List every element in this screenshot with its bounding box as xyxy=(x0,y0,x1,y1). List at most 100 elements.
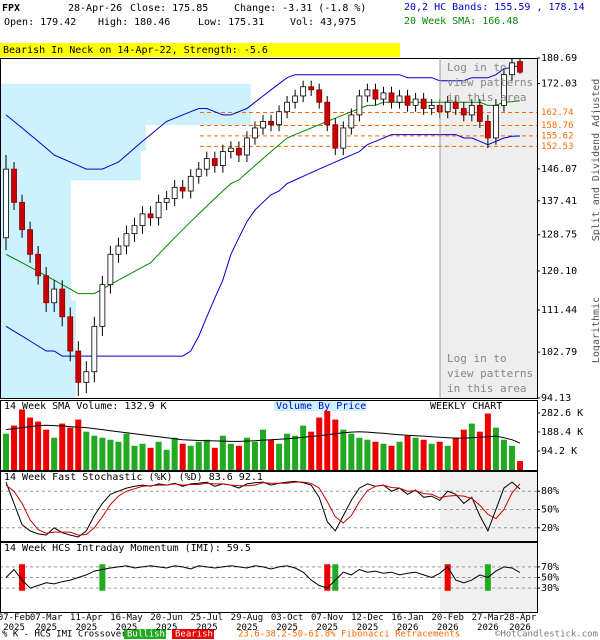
volume-bar xyxy=(380,443,387,470)
candle-body xyxy=(380,92,387,100)
volume-bar xyxy=(211,447,218,470)
legend-sma: 20 Week SMA: 166.48 xyxy=(404,16,518,27)
bullish-label: Bullish xyxy=(127,630,165,640)
volume-bar xyxy=(308,431,315,470)
volume-title: 14 Week SMA Volume: 132.9 K xyxy=(4,401,167,412)
volume-bar xyxy=(243,437,250,470)
candle-body xyxy=(163,198,170,203)
volume-bar xyxy=(11,425,18,470)
high: High: 180.46 xyxy=(98,17,170,28)
candle-body xyxy=(203,158,210,170)
candle-body xyxy=(476,104,483,122)
volume-bar xyxy=(163,449,170,470)
copyright: ©HotCandlestick.com xyxy=(495,630,598,640)
volume-bar xyxy=(468,423,475,470)
volume-bar xyxy=(187,445,194,470)
bullish-swatch xyxy=(124,629,166,639)
volume-bar xyxy=(452,437,459,470)
volume-bar xyxy=(251,441,258,470)
volume-bar xyxy=(444,445,451,470)
y-tick-label: 80% xyxy=(541,486,559,497)
y-tick-label: 137.41 xyxy=(541,196,577,207)
y-tick-label: 50% xyxy=(541,505,559,516)
fibonacci-legend: 23.6-38.2-50-61.8% Fibonacci Retracement… xyxy=(238,630,460,640)
candle-body xyxy=(227,147,234,152)
volume-bar xyxy=(340,429,347,470)
y-tick-label: 70% xyxy=(541,562,559,573)
y-tick-label: 120.10 xyxy=(541,266,577,277)
series-line xyxy=(5,481,521,536)
candle-body xyxy=(284,101,290,113)
volume-bar xyxy=(107,439,114,470)
series-line xyxy=(5,64,521,170)
bearish-signal xyxy=(19,564,26,591)
candle-body xyxy=(139,213,146,227)
candle-body xyxy=(236,147,242,156)
x-tick-label: 25-Jul 2025 xyxy=(191,613,224,633)
series-line xyxy=(5,480,521,538)
candle-body xyxy=(493,104,499,139)
candle-body xyxy=(388,92,395,103)
candle-body xyxy=(332,124,339,149)
y-tick-label: 172.03 xyxy=(541,79,577,90)
volume-bar xyxy=(219,435,226,470)
fibonacci-label: 152.53 xyxy=(541,142,574,152)
candle-body xyxy=(155,201,162,219)
volume-bar xyxy=(35,421,42,470)
imi-title: 14 Week HCS Intraday Momentum (IMI): 59.… xyxy=(4,543,251,554)
pattern-area xyxy=(440,58,537,398)
candle-body xyxy=(460,108,467,116)
y-tick-label: 180.69 xyxy=(541,53,577,64)
candle-body xyxy=(59,288,66,318)
volume-bar xyxy=(517,461,523,470)
candle-body xyxy=(276,111,282,126)
candle-body xyxy=(123,233,130,247)
candle-body xyxy=(51,288,58,304)
candle-body xyxy=(484,121,491,139)
volume-by-price-bar xyxy=(1,125,146,151)
candle-body xyxy=(195,168,202,177)
volume-bar xyxy=(396,441,403,470)
fibonacci-label: 162.74 xyxy=(541,108,574,118)
volume-bar xyxy=(203,439,210,470)
y-tick-label: 188.4 K xyxy=(541,427,583,438)
volume-sma xyxy=(5,424,521,444)
candle-body xyxy=(131,225,138,235)
candle-body xyxy=(179,186,186,192)
x-tick-label: 20-Jun 2025 xyxy=(150,613,183,633)
y-tick-label: 128.75 xyxy=(541,230,577,241)
y-tick-label: 94.13 xyxy=(541,393,571,404)
pattern-note: Log in to xyxy=(447,352,507,365)
series-line xyxy=(5,565,521,589)
y-tick-label: 30% xyxy=(541,583,559,594)
bullish-signal xyxy=(99,564,106,591)
banner xyxy=(0,43,400,57)
volume-bar xyxy=(316,417,323,470)
candle-body xyxy=(19,201,25,231)
imi-frame xyxy=(0,542,538,613)
y-tick-label: 282.6 K xyxy=(541,408,583,419)
volume-bar xyxy=(332,419,339,470)
x-tick-label: 16-Jan 2026 xyxy=(391,613,424,633)
volume: Vol: 43,975 xyxy=(290,17,356,28)
volume-bar xyxy=(131,445,138,470)
pattern-note: Log in to xyxy=(447,61,507,74)
footer-legend: % K - HCS IMI Crossover, xyxy=(2,630,132,640)
x-tick-label: 16-May 2025 xyxy=(110,613,143,633)
close: Close: 175.85 xyxy=(130,3,208,14)
y-tick-label: 50% xyxy=(541,573,559,584)
candle-body xyxy=(83,371,90,383)
x-tick-label: 07-Feb 2025 xyxy=(0,613,30,633)
candle-body xyxy=(324,101,331,126)
candle-body xyxy=(171,186,178,199)
volume-bar xyxy=(412,437,419,470)
candle-body xyxy=(292,95,299,103)
volume-bar xyxy=(75,419,82,470)
candle-body xyxy=(244,137,250,156)
banner-text: Bearish In Neck on 14-Apr-22, Strength: … xyxy=(3,45,268,56)
x-tick-label: 20-Feb 2026 xyxy=(431,613,464,633)
candle-body xyxy=(43,275,50,304)
candle-body xyxy=(11,168,17,203)
volume-bar xyxy=(115,441,122,470)
volume-bar xyxy=(476,431,483,470)
